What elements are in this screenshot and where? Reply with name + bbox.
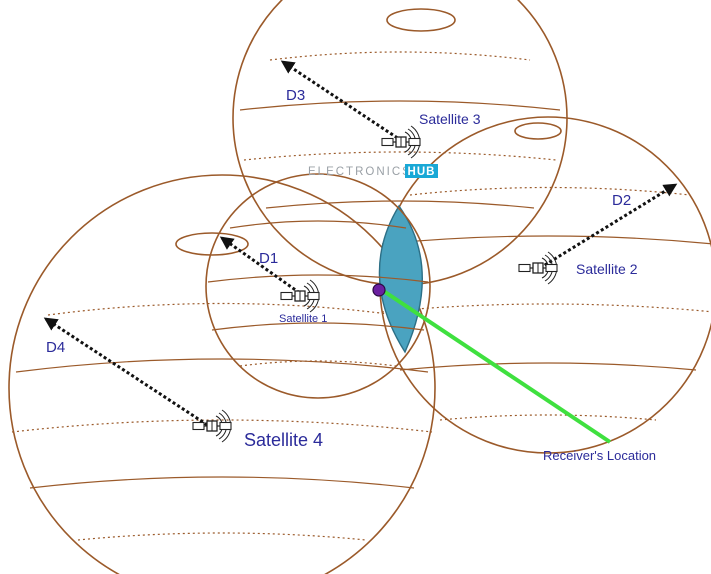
sphere-satellite-1 bbox=[205, 173, 431, 399]
receiver-label: Receiver's Location bbox=[543, 448, 656, 463]
receiver-pointer-line bbox=[380, 288, 612, 444]
distance-label-d4: D4 bbox=[46, 339, 65, 356]
distance-label-d1: D1 bbox=[259, 250, 278, 267]
svg-text:HUB: HUB bbox=[408, 166, 436, 178]
satellite-icon bbox=[518, 251, 558, 285]
receiver-marker bbox=[372, 283, 386, 297]
satellite-label-4: Satellite 4 bbox=[244, 430, 323, 450]
arrow-d1 bbox=[219, 236, 305, 298]
sphere-satellite-2 bbox=[379, 116, 711, 454]
arrow-d3 bbox=[280, 60, 403, 143]
arrow-d2 bbox=[539, 183, 678, 270]
arrow-d4 bbox=[43, 317, 213, 430]
watermark: ELECTRONICS HUB bbox=[308, 164, 438, 178]
distance-label-d2: D2 bbox=[612, 192, 631, 209]
satellite-label-1: Satellite 1 bbox=[279, 313, 327, 325]
distance-arrows bbox=[43, 60, 678, 430]
satellite-icon bbox=[192, 409, 232, 443]
distance-label-d3: D3 bbox=[286, 87, 305, 104]
satellite-label-3: Satellite 3 bbox=[419, 111, 481, 127]
sphere-satellite-4 bbox=[8, 174, 436, 574]
satellite-label-2: Satellite 2 bbox=[576, 261, 638, 277]
svg-text:ELECTRONICS: ELECTRONICS bbox=[308, 166, 412, 178]
